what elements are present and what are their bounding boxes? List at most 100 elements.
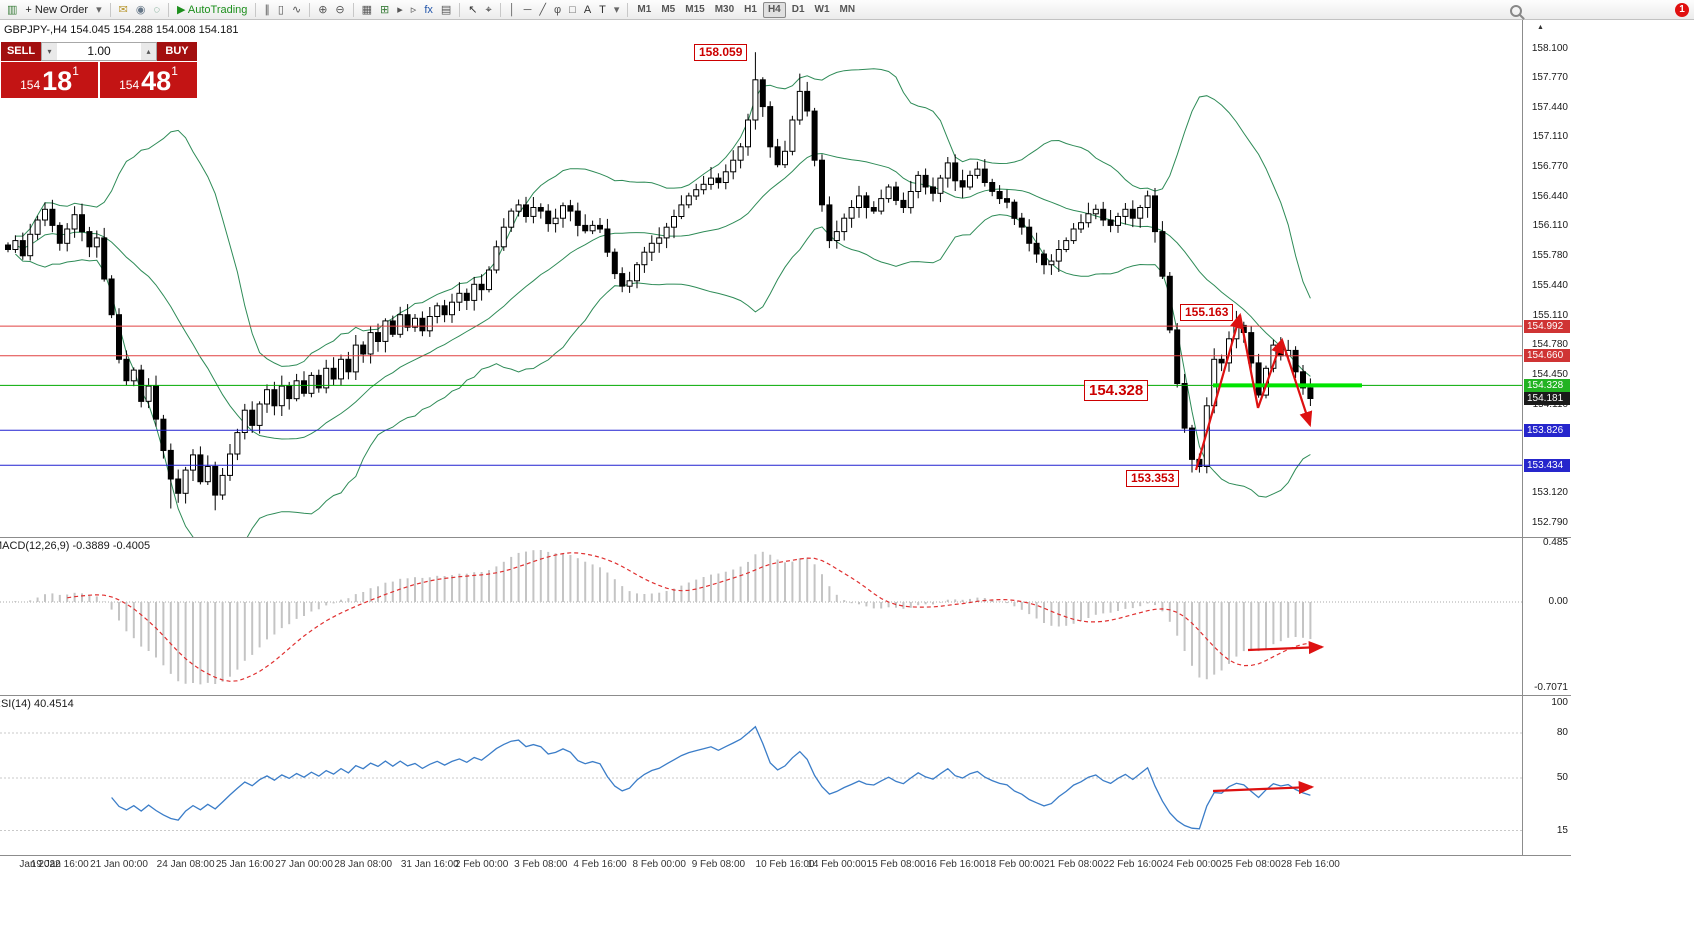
macd-chart[interactable]	[0, 538, 1522, 695]
sell-price-button[interactable]: 154 18 1	[1, 62, 98, 98]
price-tag: 154.992	[1524, 320, 1570, 333]
price-chart[interactable]	[0, 20, 1522, 537]
toolbar-separator	[255, 2, 257, 17]
sounds-icon[interactable]: ◉	[135, 3, 146, 16]
price-tick: 155.440	[1531, 280, 1568, 291]
price-tick: 154.780	[1531, 339, 1568, 350]
horizontal-line-icon[interactable]: ─	[523, 3, 532, 16]
time-label: Jan 2022	[19, 859, 61, 870]
candlestick-chart-icon[interactable]: ▯	[277, 3, 284, 16]
volume-decrease-button[interactable]: ▾	[42, 43, 57, 60]
rsi-axis-label: 15	[1556, 825, 1568, 836]
trend-arrows[interactable]	[1194, 312, 1313, 471]
toolbar-items: ▥ + New Order ▾ ✉ ◉ ◌ ▶ AutoTrading ∥ ▯ ∿ ⊕ ⊖ ▦ ⊞ ▸ ▹ fx…	[3, 0, 632, 19]
time-label: 8 Feb 00:00	[632, 859, 686, 870]
macd-signal-line	[67, 552, 1311, 682]
new-order-caret[interactable]: ▾	[96, 3, 102, 16]
timeframe-m30[interactable]: M30	[714, 3, 735, 15]
trendline-icon[interactable]: ╱	[539, 3, 547, 16]
chart-shift-icon[interactable]: ▹	[410, 3, 417, 16]
rsi-axis-label: 80	[1556, 727, 1568, 738]
timeframe-m5[interactable]: M5	[661, 3, 676, 15]
price-tick: 156.110	[1532, 220, 1568, 231]
tile-windows-icon[interactable]: ▦	[361, 3, 373, 16]
price-tag: 154.660	[1524, 349, 1570, 362]
rsi-arrow[interactable]	[1212, 780, 1315, 795]
time-label: 15 Feb 08:00	[866, 859, 926, 870]
alerts-icon[interactable]: ✉	[118, 3, 128, 16]
search-icon[interactable]	[1510, 5, 1522, 17]
macd-axis-label: 0.00	[1548, 596, 1568, 607]
zoom-out-icon[interactable]: ⊖	[335, 3, 345, 16]
new-chart-icon[interactable]: ▥	[7, 3, 18, 16]
buy-button[interactable]: BUY	[157, 42, 197, 61]
timeframe-m15[interactable]: M15	[685, 3, 705, 15]
fibonacci-icon[interactable]: φ	[554, 3, 562, 16]
draw-objects-caret[interactable]: ▾	[613, 3, 620, 16]
symbol-ohlc-header: GBPJPY-,H4 154.045 154.288 154.008 154.1…	[4, 24, 239, 36]
main-chart-panel: ▲ 158.100 157.770 157.440 157.110 156.770 156…	[0, 20, 1571, 537]
panel-divider[interactable]	[0, 537, 1571, 538]
time-axis[interactable]: Jan 2022 19 Jan 16:00 21 Jan 00:00 24 Jan 0…	[0, 856, 1571, 876]
sell-button[interactable]: SELL	[1, 42, 41, 61]
timeframe-m1[interactable]: M1	[637, 3, 652, 15]
timeframe-mn[interactable]: MN	[839, 3, 856, 15]
vertical-line-icon[interactable]: │	[508, 3, 516, 16]
time-label: 21 Jan 00:00	[90, 859, 148, 870]
price-tick: 155.110	[1532, 310, 1568, 321]
macd-axis-label: 0.485	[1542, 538, 1568, 548]
buy-price-button[interactable]: 154 48 1	[100, 62, 197, 98]
price-tick: 156.440	[1531, 191, 1568, 202]
new-order-button[interactable]: + New Order	[25, 3, 89, 16]
sell-price-fraction: 1	[72, 64, 79, 78]
price-scale[interactable]: ▲ 158.100 157.770 157.440 157.110 156.770 156…	[1522, 20, 1571, 537]
text-label-icon[interactable]: T	[599, 3, 606, 16]
macd-panel: 0.485 0.00 -0.7071 MACD(12,26,9) -0.3889 -…	[0, 538, 1571, 695]
timeframe-h1[interactable]: H1	[744, 3, 757, 15]
timeframe-d1[interactable]: D1	[791, 3, 805, 15]
panel-divider[interactable]	[0, 695, 1571, 696]
time-label: 4 Feb 16:00	[573, 859, 627, 870]
toolbar-separator	[499, 2, 501, 17]
connection-icon[interactable]: ◌	[153, 3, 160, 16]
new-chart-window-icon[interactable]: ⊞	[380, 3, 390, 16]
text-icon[interactable]: A	[583, 3, 592, 16]
volume-increase-button[interactable]: ▴	[141, 43, 156, 60]
time-label: 28 Jan 08:00	[334, 859, 393, 870]
crosshair-icon[interactable]: ⌖	[485, 3, 492, 16]
sell-price-main: 154	[20, 78, 41, 92]
line-chart-icon[interactable]: ∿	[291, 3, 302, 16]
price-tick: 157.440	[1531, 102, 1568, 113]
buy-price-main: 154	[119, 78, 140, 92]
rsi-axis-label: 100	[1551, 697, 1568, 708]
auto-scroll-icon[interactable]: ▸	[397, 3, 403, 16]
toolbar-separator	[627, 2, 629, 17]
toolbar: ▥ + New Order ▾ ✉ ◉ ◌ ▶ AutoTrading ∥ ▯ ∿ ⊕ ⊖ ▦ ⊞ ▸ ▹ fx…	[0, 0, 1694, 20]
timeframe-w1[interactable]: W1	[814, 3, 830, 15]
templates-icon[interactable]: ▤	[440, 3, 452, 16]
timeframe-h4[interactable]: H4	[762, 1, 786, 18]
time-label: 18 Feb 00:00	[984, 859, 1044, 870]
toolbar-separator	[352, 2, 354, 17]
price-tick: 158.100	[1531, 43, 1568, 54]
macd-arrow[interactable]	[1247, 640, 1325, 655]
volume-input[interactable]: 1.00	[87, 44, 111, 58]
horizontal-lines[interactable]	[0, 325, 1522, 466]
indicators-icon[interactable]: fx	[424, 3, 433, 16]
time-label: 24 Jan 08:00	[156, 859, 215, 870]
bar-chart-icon[interactable]: ∥	[264, 3, 270, 16]
time-label: 28 Feb 16:00	[1280, 859, 1340, 870]
rsi-chart[interactable]	[0, 696, 1522, 855]
rsi-axis-label: 50	[1556, 772, 1568, 783]
rsi-line	[111, 725, 1311, 830]
scale-arrow-icon[interactable]: ▲	[1537, 24, 1544, 31]
macd-axis-label: -0.7071	[1534, 682, 1568, 693]
autotrading-button[interactable]: ▶ AutoTrading	[176, 3, 248, 16]
cursor-icon[interactable]: ↖	[468, 3, 478, 16]
notification-badge[interactable]: 1	[1675, 3, 1689, 17]
price-tick: 157.110	[1532, 131, 1568, 142]
zoom-in-icon[interactable]: ⊕	[318, 3, 328, 16]
time-label: 31 Jan 16:00	[400, 859, 459, 870]
candles-group[interactable]	[5, 52, 1314, 511]
shapes-icon[interactable]: □	[569, 3, 576, 16]
